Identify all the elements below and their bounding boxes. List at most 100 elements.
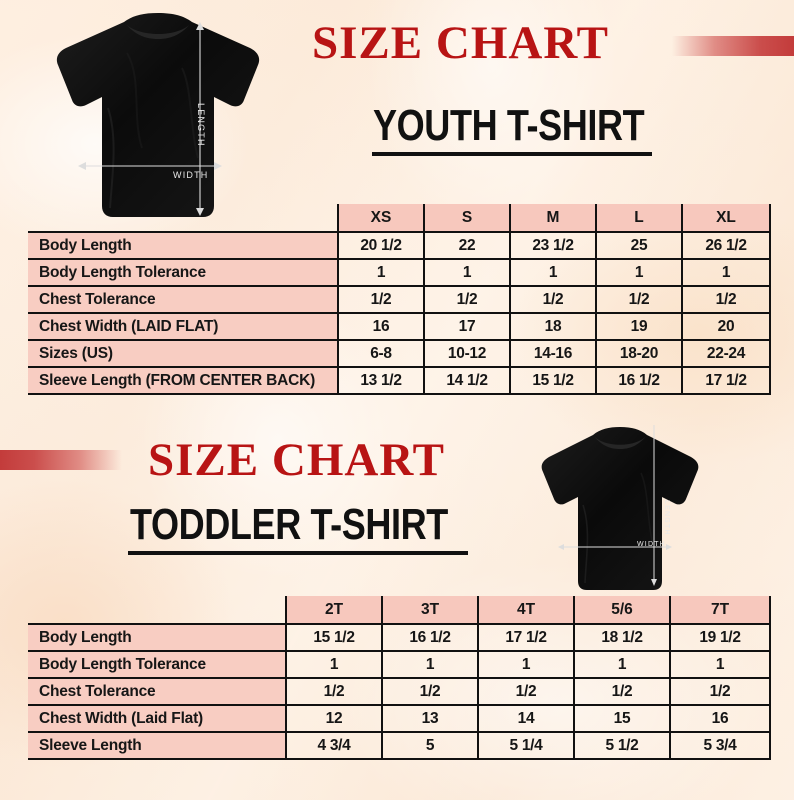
cell-chest-tolerance-2t: 1/2 bbox=[285, 678, 382, 705]
decorative-red-bar-top bbox=[672, 36, 794, 56]
cell-body-length-4t: 17 1/2 bbox=[477, 624, 574, 651]
toddler-tshirt-image bbox=[525, 425, 715, 595]
section-subtitle-youth: YOUTH T-SHIRT bbox=[373, 101, 645, 150]
cell-chest-tolerance-4t: 1/2 bbox=[477, 678, 574, 705]
cell-body-length-tolerance-2t: 1 bbox=[285, 651, 382, 678]
cell-body-length-tolerance-7t: 1 bbox=[669, 651, 771, 678]
header-size-xs: XS bbox=[337, 204, 424, 232]
cell-sleeve-length-3t: 5 bbox=[381, 732, 478, 759]
cell-body-length-xs: 20 1/2 bbox=[337, 232, 424, 259]
row-label-chest-width: Chest Width (Laid Flat) bbox=[28, 705, 286, 732]
header-size-s: S bbox=[423, 204, 510, 232]
cell-chest-tolerance-s: 1/2 bbox=[423, 286, 510, 313]
cell-body-length-s: 22 bbox=[423, 232, 510, 259]
cell-chest-width-5-6: 15 bbox=[573, 705, 670, 732]
cell-sleeve-length-l: 16 1/2 bbox=[595, 367, 682, 394]
row-label-chest-tolerance: Chest Tolerance bbox=[28, 678, 286, 705]
cell-chest-tolerance-5-6: 1/2 bbox=[573, 678, 670, 705]
table-row: Body Length 20 1/2 22 23 1/2 25 26 1/2 bbox=[28, 232, 771, 259]
cell-chest-tolerance-m: 1/2 bbox=[509, 286, 596, 313]
table-row: Body Length Tolerance 1 1 1 1 1 bbox=[28, 651, 771, 678]
tshirt-icon bbox=[56, 13, 260, 217]
cell-sleeve-length-s: 14 1/2 bbox=[423, 367, 510, 394]
table-header-row: XS S M L XL bbox=[28, 204, 771, 232]
table-row: Chest Width (Laid Flat) 12 13 14 15 16 bbox=[28, 705, 771, 732]
table-row: Chest Tolerance 1/2 1/2 1/2 1/2 1/2 bbox=[28, 678, 771, 705]
cell-chest-width-2t: 12 bbox=[285, 705, 382, 732]
cell-chest-width-xl: 20 bbox=[681, 313, 771, 340]
header-size-7t: 7T bbox=[669, 596, 771, 624]
cell-sleeve-length-2t: 4 3/4 bbox=[285, 732, 382, 759]
toddler-width-dimension-label: WIDTH bbox=[637, 541, 666, 548]
header-size-xl: XL bbox=[681, 204, 771, 232]
cell-body-length-tolerance-s: 1 bbox=[423, 259, 510, 286]
cell-chest-width-7t: 16 bbox=[669, 705, 771, 732]
table-row: Chest Width (LAID FLAT) 16 17 18 19 20 bbox=[28, 313, 771, 340]
cell-body-length-tolerance-xs: 1 bbox=[337, 259, 424, 286]
cell-sleeve-length-xs: 13 1/2 bbox=[337, 367, 424, 394]
title-underline-toddler bbox=[128, 551, 468, 555]
cell-body-length-l: 25 bbox=[595, 232, 682, 259]
cell-chest-tolerance-7t: 1/2 bbox=[669, 678, 771, 705]
decorative-red-bar-bottom bbox=[0, 450, 122, 470]
cell-chest-tolerance-xs: 1/2 bbox=[337, 286, 424, 313]
youth-tshirt-image bbox=[32, 8, 284, 226]
header-size-4t: 4T bbox=[477, 596, 574, 624]
header-size-5-6: 5/6 bbox=[573, 596, 670, 624]
table-row: Sizes (US) 6-8 10-12 14-16 18-20 22-24 bbox=[28, 340, 771, 367]
row-label-body-length-tolerance: Body Length Tolerance bbox=[28, 651, 286, 678]
cell-sizes-us-xl: 22-24 bbox=[681, 340, 771, 367]
cell-chest-tolerance-l: 1/2 bbox=[595, 286, 682, 313]
row-label-chest-width: Chest Width (LAID FLAT) bbox=[28, 313, 338, 340]
title-underline-youth bbox=[372, 152, 652, 156]
row-label-sleeve-length: Sleeve Length (FROM CENTER BACK) bbox=[28, 367, 338, 394]
cell-body-length-2t: 15 1/2 bbox=[285, 624, 382, 651]
row-label-body-length: Body Length bbox=[28, 232, 338, 259]
header-blank bbox=[28, 596, 286, 624]
cell-body-length-tolerance-l: 1 bbox=[595, 259, 682, 286]
table-row: Chest Tolerance 1/2 1/2 1/2 1/2 1/2 bbox=[28, 286, 771, 313]
table-row: Sleeve Length 4 3/4 5 5 1/4 5 1/2 5 3/4 bbox=[28, 732, 771, 759]
row-label-body-length: Body Length bbox=[28, 624, 286, 651]
cell-body-length-7t: 19 1/2 bbox=[669, 624, 771, 651]
table-header-row: 2T 3T 4T 5/6 7T bbox=[28, 596, 771, 624]
cell-chest-width-m: 18 bbox=[509, 313, 596, 340]
cell-chest-width-l: 19 bbox=[595, 313, 682, 340]
size-chart-heading-youth: SIZE CHART bbox=[312, 17, 609, 69]
cell-body-length-tolerance-3t: 1 bbox=[381, 651, 478, 678]
cell-body-length-tolerance-5-6: 1 bbox=[573, 651, 670, 678]
toddler-size-table: 2T 3T 4T 5/6 7T Body Length 15 1/2 16 1/… bbox=[28, 596, 771, 760]
youth-width-dimension-label: WIDTH bbox=[173, 170, 209, 180]
size-chart-heading-toddler: SIZE CHART bbox=[148, 434, 445, 486]
row-label-sizes-us: Sizes (US) bbox=[28, 340, 338, 367]
cell-sleeve-length-m: 15 1/2 bbox=[509, 367, 596, 394]
header-size-3t: 3T bbox=[381, 596, 478, 624]
cell-body-length-tolerance-4t: 1 bbox=[477, 651, 574, 678]
cell-sleeve-length-5-6: 5 1/2 bbox=[573, 732, 670, 759]
table-row: Body Length 15 1/2 16 1/2 17 1/2 18 1/2 … bbox=[28, 624, 771, 651]
header-size-2t: 2T bbox=[285, 596, 382, 624]
table-row: Sleeve Length (FROM CENTER BACK) 13 1/2 … bbox=[28, 367, 771, 394]
cell-sizes-us-xs: 6-8 bbox=[337, 340, 424, 367]
cell-sleeve-length-7t: 5 3/4 bbox=[669, 732, 771, 759]
cell-chest-width-xs: 16 bbox=[337, 313, 424, 340]
cell-sleeve-length-4t: 5 1/4 bbox=[477, 732, 574, 759]
header-size-l: L bbox=[595, 204, 682, 232]
cell-sleeve-length-xl: 17 1/2 bbox=[681, 367, 771, 394]
cell-body-length-xl: 26 1/2 bbox=[681, 232, 771, 259]
row-label-chest-tolerance: Chest Tolerance bbox=[28, 286, 338, 313]
youth-size-table: XS S M L XL Body Length 20 1/2 22 23 1/2… bbox=[28, 204, 771, 395]
toddler-length-dimension-label: LENGTH bbox=[663, 500, 670, 536]
header-size-m: M bbox=[509, 204, 596, 232]
section-subtitle-toddler: TODDLER T-SHIRT bbox=[130, 500, 448, 549]
cell-body-length-m: 23 1/2 bbox=[509, 232, 596, 259]
table-row: Body Length Tolerance 1 1 1 1 1 bbox=[28, 259, 771, 286]
cell-body-length-3t: 16 1/2 bbox=[381, 624, 478, 651]
tshirt-icon bbox=[541, 425, 699, 590]
cell-chest-width-3t: 13 bbox=[381, 705, 478, 732]
row-label-body-length-tolerance: Body Length Tolerance bbox=[28, 259, 338, 286]
youth-length-dimension-label: LENGTH bbox=[196, 103, 206, 147]
row-label-sleeve-length: Sleeve Length bbox=[28, 732, 286, 759]
cell-body-length-tolerance-xl: 1 bbox=[681, 259, 771, 286]
cell-sizes-us-s: 10-12 bbox=[423, 340, 510, 367]
